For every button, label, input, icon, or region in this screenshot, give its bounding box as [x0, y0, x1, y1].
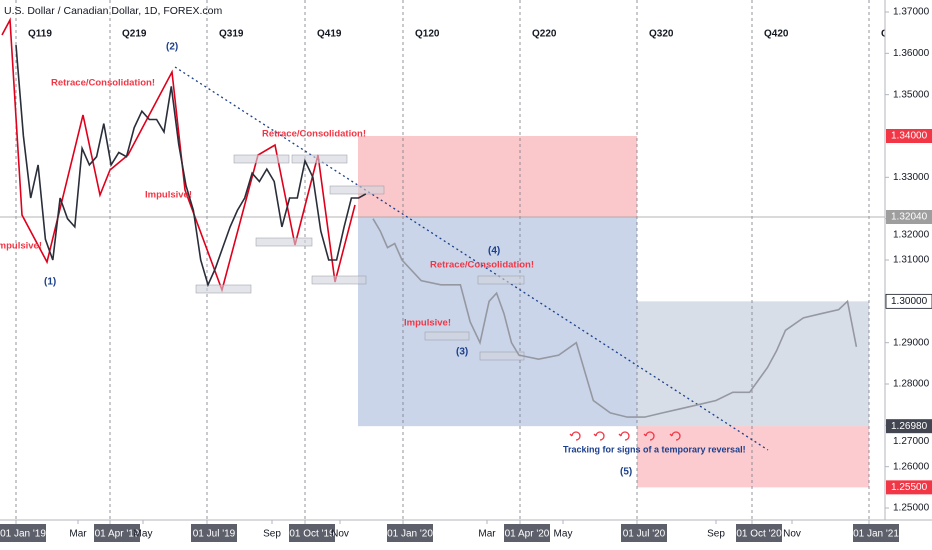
x-tick-box: [853, 524, 899, 542]
reversal-icon: [569, 431, 581, 441]
annotation: Impulsive!: [404, 318, 451, 329]
reversal-icons: [569, 431, 681, 441]
y-tick-label: 1.35000: [893, 89, 930, 100]
annotation: Retrace/Consolidation!: [430, 260, 534, 271]
zone-box: [311, 275, 367, 285]
quarter-label: Q119: [28, 29, 52, 40]
price-series: [15, 45, 367, 288]
x-tick-label: Nov: [331, 529, 349, 540]
annotation: (3): [456, 347, 468, 358]
x-tick-label: Sep: [263, 529, 281, 540]
quarter-label: Q219: [122, 29, 147, 40]
quarter-label: Q319: [219, 29, 244, 40]
x-tick-box: [387, 524, 433, 542]
y-tick-label: 1.29000: [893, 337, 930, 348]
x-tick-label: 01 Jan '19: [0, 529, 46, 540]
annotation: Retrace/Consolidation!: [262, 129, 366, 140]
zone-box: [477, 275, 525, 285]
zone-boxes: [195, 154, 525, 361]
annotation: (2): [166, 42, 178, 53]
y-tick-label: 1.28000: [893, 379, 930, 390]
y-tick-label: 1.37000: [893, 7, 930, 18]
level-tag: [886, 419, 932, 434]
y-tick-label: 1.27000: [893, 436, 930, 447]
plot-back: Q119 Q219 Q319 Q419 Q120 Q220 Q320 Q420 Q121: [0, 0, 906, 520]
annotation: Tracking for signs of a temporary revers…: [563, 444, 746, 454]
quarter-label: Q220: [532, 29, 557, 40]
zone-box: [329, 185, 385, 195]
x-tick-label: 01 Jul '19: [193, 529, 236, 540]
y-tick-label: 1.33000: [893, 172, 930, 183]
x-tick-box: [94, 524, 140, 542]
x-tick-label: 01 Apr '20: [505, 529, 550, 540]
level-label: 1.30000: [891, 296, 928, 307]
zone-box: [195, 284, 252, 294]
reversal-icon: [643, 431, 655, 441]
x-tick-label: Mar: [478, 529, 496, 540]
zone: [358, 135, 637, 218]
x-tick-label: 01 Oct '20: [736, 529, 782, 540]
annotation: Impulsive!: [145, 190, 192, 201]
y-tick-label: 1.36000: [893, 48, 930, 59]
level-tag: [885, 293, 932, 309]
zone-box: [291, 154, 348, 164]
wave-line: [1, 17, 356, 293]
zone-box: [233, 154, 290, 164]
x-tick-box: [736, 524, 782, 542]
price-series: [372, 218, 858, 418]
y-tick-label: 1.32000: [893, 229, 930, 240]
level-tag: [886, 480, 932, 495]
x-tick-box: [0, 524, 46, 542]
zone-box: [255, 237, 313, 247]
price-axis: [885, 0, 932, 550]
x-tick-label: Nov: [783, 529, 801, 540]
x-tick-box: [289, 524, 335, 542]
quarter-label: Q420: [764, 29, 789, 40]
y-tick-label: 1.26000: [893, 461, 930, 472]
x-tick-box: [504, 524, 550, 542]
x-tick-label: 01 Jan '20: [387, 529, 433, 540]
x-tick-label: 01 Apr '19: [95, 529, 140, 540]
level-label: 1.26980: [891, 421, 928, 432]
level-label: 1.32040: [891, 212, 928, 223]
quarter-label: Q419: [317, 29, 342, 40]
y-tick-label: 1.31000: [893, 255, 930, 266]
level-tag: [886, 210, 932, 225]
x-tick-label: 01 Jan '21: [853, 529, 899, 540]
x-tick-label: May: [554, 529, 573, 540]
level-label: 1.25500: [891, 482, 928, 493]
annotation: (1): [44, 277, 56, 288]
annotation: Retrace/Consolidation!: [51, 78, 155, 89]
x-tick-label: May: [134, 529, 153, 540]
quarter-label: Q320: [649, 29, 674, 40]
x-tick-box: [621, 524, 667, 542]
level-label: 1.34000: [891, 131, 928, 142]
reversal-icon: [593, 431, 605, 441]
quarter-label: Q120: [415, 29, 440, 40]
x-tick-box: [191, 524, 237, 542]
reversal-icon: [618, 431, 630, 441]
axes: 1.37000 1.36000 1.35000 1.33000 1.32000 1.310…: [0, 7, 932, 542]
zone: [637, 426, 869, 488]
y-tick-label: 1.25000: [893, 503, 930, 514]
x-tick-label: 01 Oct '19: [289, 529, 335, 540]
level-tag: [886, 128, 932, 143]
chart-title: U.S. Dollar / Canadian Dollar, 1D, FOREX…: [4, 5, 222, 17]
zone-box: [424, 331, 470, 341]
x-tick-label: Sep: [707, 529, 725, 540]
annotation: (5): [620, 467, 632, 478]
x-tick-label: 01 Jul '20: [623, 529, 666, 540]
plot-marks: Retrace/Consolidation! Impulsive! Impuls…: [0, 17, 858, 478]
annotation: Impulsive!: [0, 241, 42, 252]
reversal-icon: [669, 431, 681, 441]
quarter-label: Q121: [881, 29, 906, 40]
annotation: (4): [488, 246, 500, 257]
zone: [637, 301, 869, 427]
x-tick-label: Mar: [69, 529, 87, 540]
